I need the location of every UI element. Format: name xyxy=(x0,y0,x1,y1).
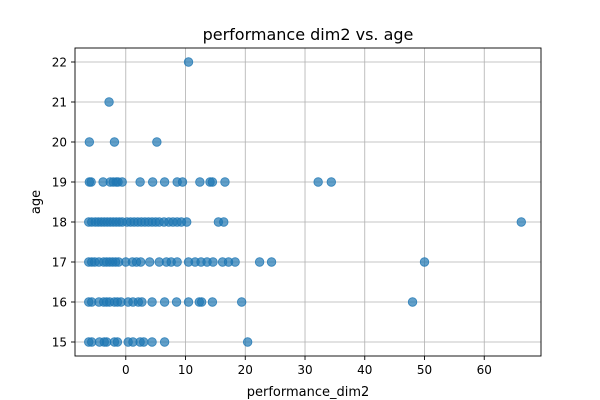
data-point xyxy=(207,297,218,307)
y-tick-label: 22 xyxy=(52,56,67,70)
data-point xyxy=(109,137,120,147)
data-point xyxy=(254,257,265,267)
data-point xyxy=(137,297,147,307)
plot-frame xyxy=(74,47,542,357)
x-tick-label: 60 xyxy=(477,363,492,377)
data-point xyxy=(172,257,182,267)
data-point xyxy=(266,257,277,267)
data-point xyxy=(207,177,218,187)
data-point xyxy=(195,177,205,187)
data-point xyxy=(159,337,170,347)
data-point xyxy=(219,217,229,227)
x-axis-label: performance_dim2 xyxy=(247,385,370,400)
data-point xyxy=(220,177,230,187)
data-point xyxy=(135,177,145,187)
data-point xyxy=(87,337,97,347)
data-point xyxy=(419,257,430,267)
data-point xyxy=(159,297,170,307)
y-tick-label: 16 xyxy=(52,296,67,310)
data-point xyxy=(208,257,218,267)
data-point xyxy=(516,217,526,227)
y-axis-label: age xyxy=(29,190,44,214)
chart-title: performance dim2 vs. age xyxy=(203,25,414,44)
data-point xyxy=(147,177,158,187)
grid xyxy=(75,48,541,356)
data-point xyxy=(183,297,194,307)
y-tick-label: 15 xyxy=(52,336,67,350)
data-point xyxy=(86,177,96,187)
y-tick-label: 21 xyxy=(52,96,67,110)
x-tick-label: 0 xyxy=(122,363,130,377)
data-point xyxy=(117,177,127,187)
data-point xyxy=(147,337,157,347)
data-point xyxy=(326,177,337,187)
x-axis-ticks: 0 10 20 30 40 50 60 xyxy=(122,356,492,377)
data-point xyxy=(230,257,240,267)
data-point xyxy=(177,177,188,187)
data-point xyxy=(242,337,253,347)
data-point xyxy=(101,337,112,347)
data-point xyxy=(104,97,114,107)
data-point xyxy=(147,297,157,307)
data-point xyxy=(183,57,194,67)
data-point xyxy=(144,257,155,267)
x-tick-label: 30 xyxy=(297,363,312,377)
data-point xyxy=(313,177,323,187)
x-tick-label: 40 xyxy=(357,363,372,377)
data-point xyxy=(196,297,207,307)
data-point xyxy=(112,337,123,347)
data-point xyxy=(152,137,162,147)
x-tick-label: 20 xyxy=(238,363,253,377)
y-tick-label: 17 xyxy=(52,256,67,270)
data-point xyxy=(407,297,418,307)
y-axis-ticks: 15 16 17 18 19 20 21 22 xyxy=(52,56,75,350)
data-point xyxy=(84,137,95,147)
y-tick-label: 20 xyxy=(52,136,67,150)
data-points xyxy=(84,57,526,347)
y-tick-label: 19 xyxy=(52,176,67,190)
y-tick-label: 18 xyxy=(52,216,67,230)
x-tick-label: 50 xyxy=(417,363,432,377)
data-point xyxy=(236,297,247,307)
data-point xyxy=(159,177,170,187)
data-point xyxy=(136,257,146,267)
data-point xyxy=(171,297,182,307)
x-tick-label: 10 xyxy=(178,363,193,377)
data-point xyxy=(182,217,192,227)
data-point xyxy=(139,337,149,347)
